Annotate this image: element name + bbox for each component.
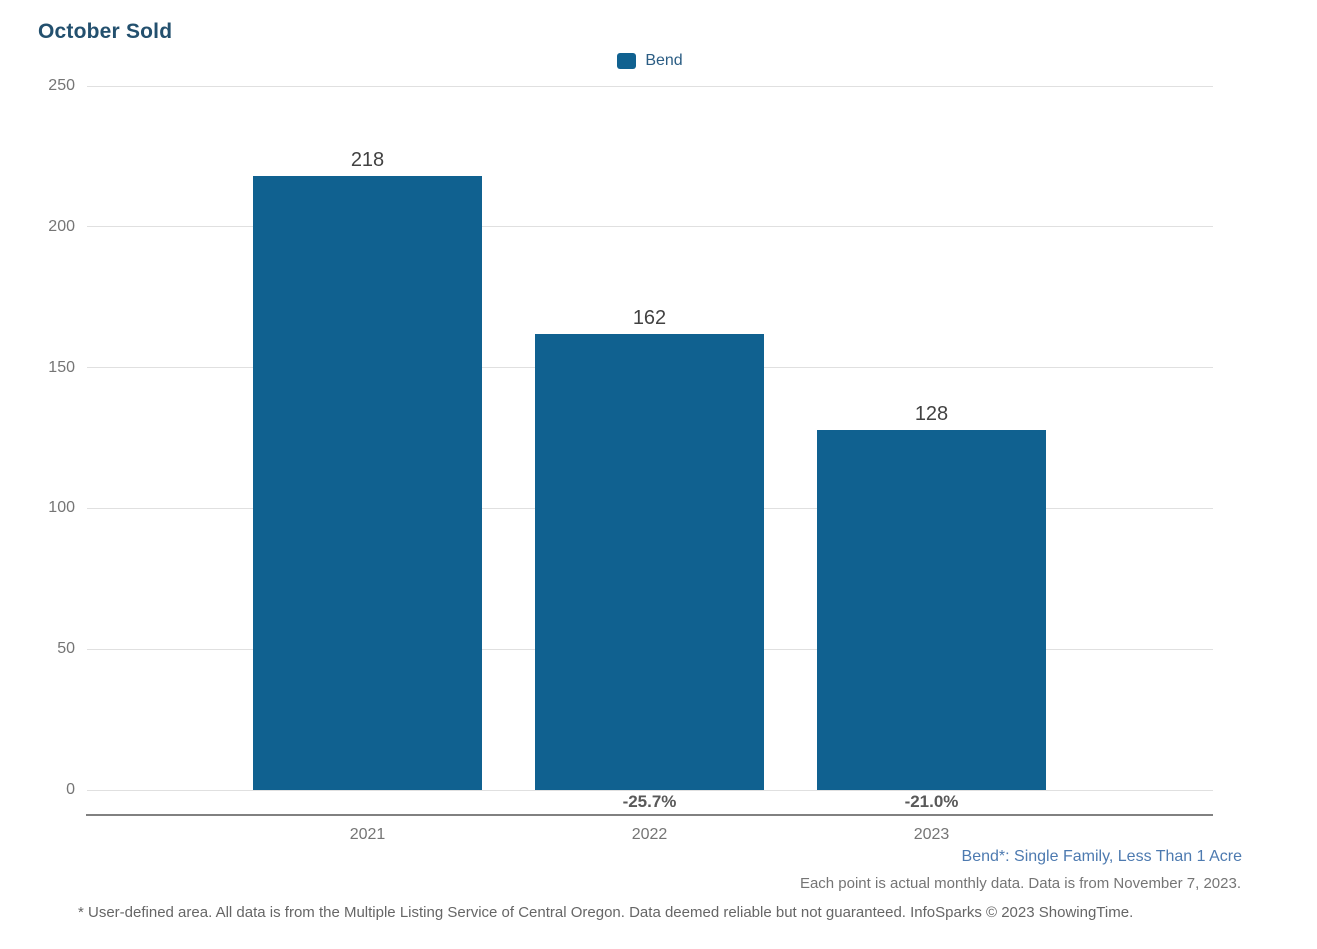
- pct-change-label: -21.0%: [904, 792, 959, 811]
- x-axis-tick-label: 2022: [631, 826, 668, 843]
- bar-value-label: 128: [914, 402, 949, 425]
- bar-value-label: 218: [350, 149, 385, 172]
- legend-label: Bend: [645, 52, 683, 69]
- series-definition-note: Bend*: Single Family, Less Than 1 Acre: [961, 848, 1242, 865]
- y-axis-tick-label: 250: [48, 77, 75, 94]
- bar-value-label: 162: [632, 306, 667, 329]
- gridline-y-250: [87, 85, 1213, 87]
- legend-item-bend[interactable]: Bend: [87, 52, 1213, 70]
- legend-swatch-icon: [617, 53, 637, 69]
- x-axis-tick-label: 2023: [913, 826, 950, 843]
- plot-area: 218 162 128: [87, 85, 1213, 791]
- x-axis-line: [86, 814, 1213, 816]
- bar-2022[interactable]: [535, 333, 764, 790]
- y-axis-tick-label: 0: [66, 781, 75, 798]
- data-source-note: Each point is actual monthly data. Data …: [799, 875, 1241, 892]
- chart-title: October Sold: [38, 20, 173, 43]
- y-axis-tick-label: 50: [57, 640, 75, 658]
- bar-2021[interactable]: [253, 176, 482, 790]
- y-axis-tick-label: 200: [48, 217, 75, 235]
- pct-change-label: -25.7%: [622, 792, 677, 811]
- disclaimer-text: * User-defined area. All data is from th…: [78, 904, 1134, 921]
- gridline-y-200: [87, 226, 1213, 228]
- y-axis-tick-label: 150: [48, 358, 75, 376]
- x-axis-tick-label: 2021: [349, 826, 386, 843]
- gridline-y-0: [87, 789, 1213, 791]
- y-axis-tick-label: 100: [48, 499, 75, 517]
- bar-2023[interactable]: [817, 429, 1046, 790]
